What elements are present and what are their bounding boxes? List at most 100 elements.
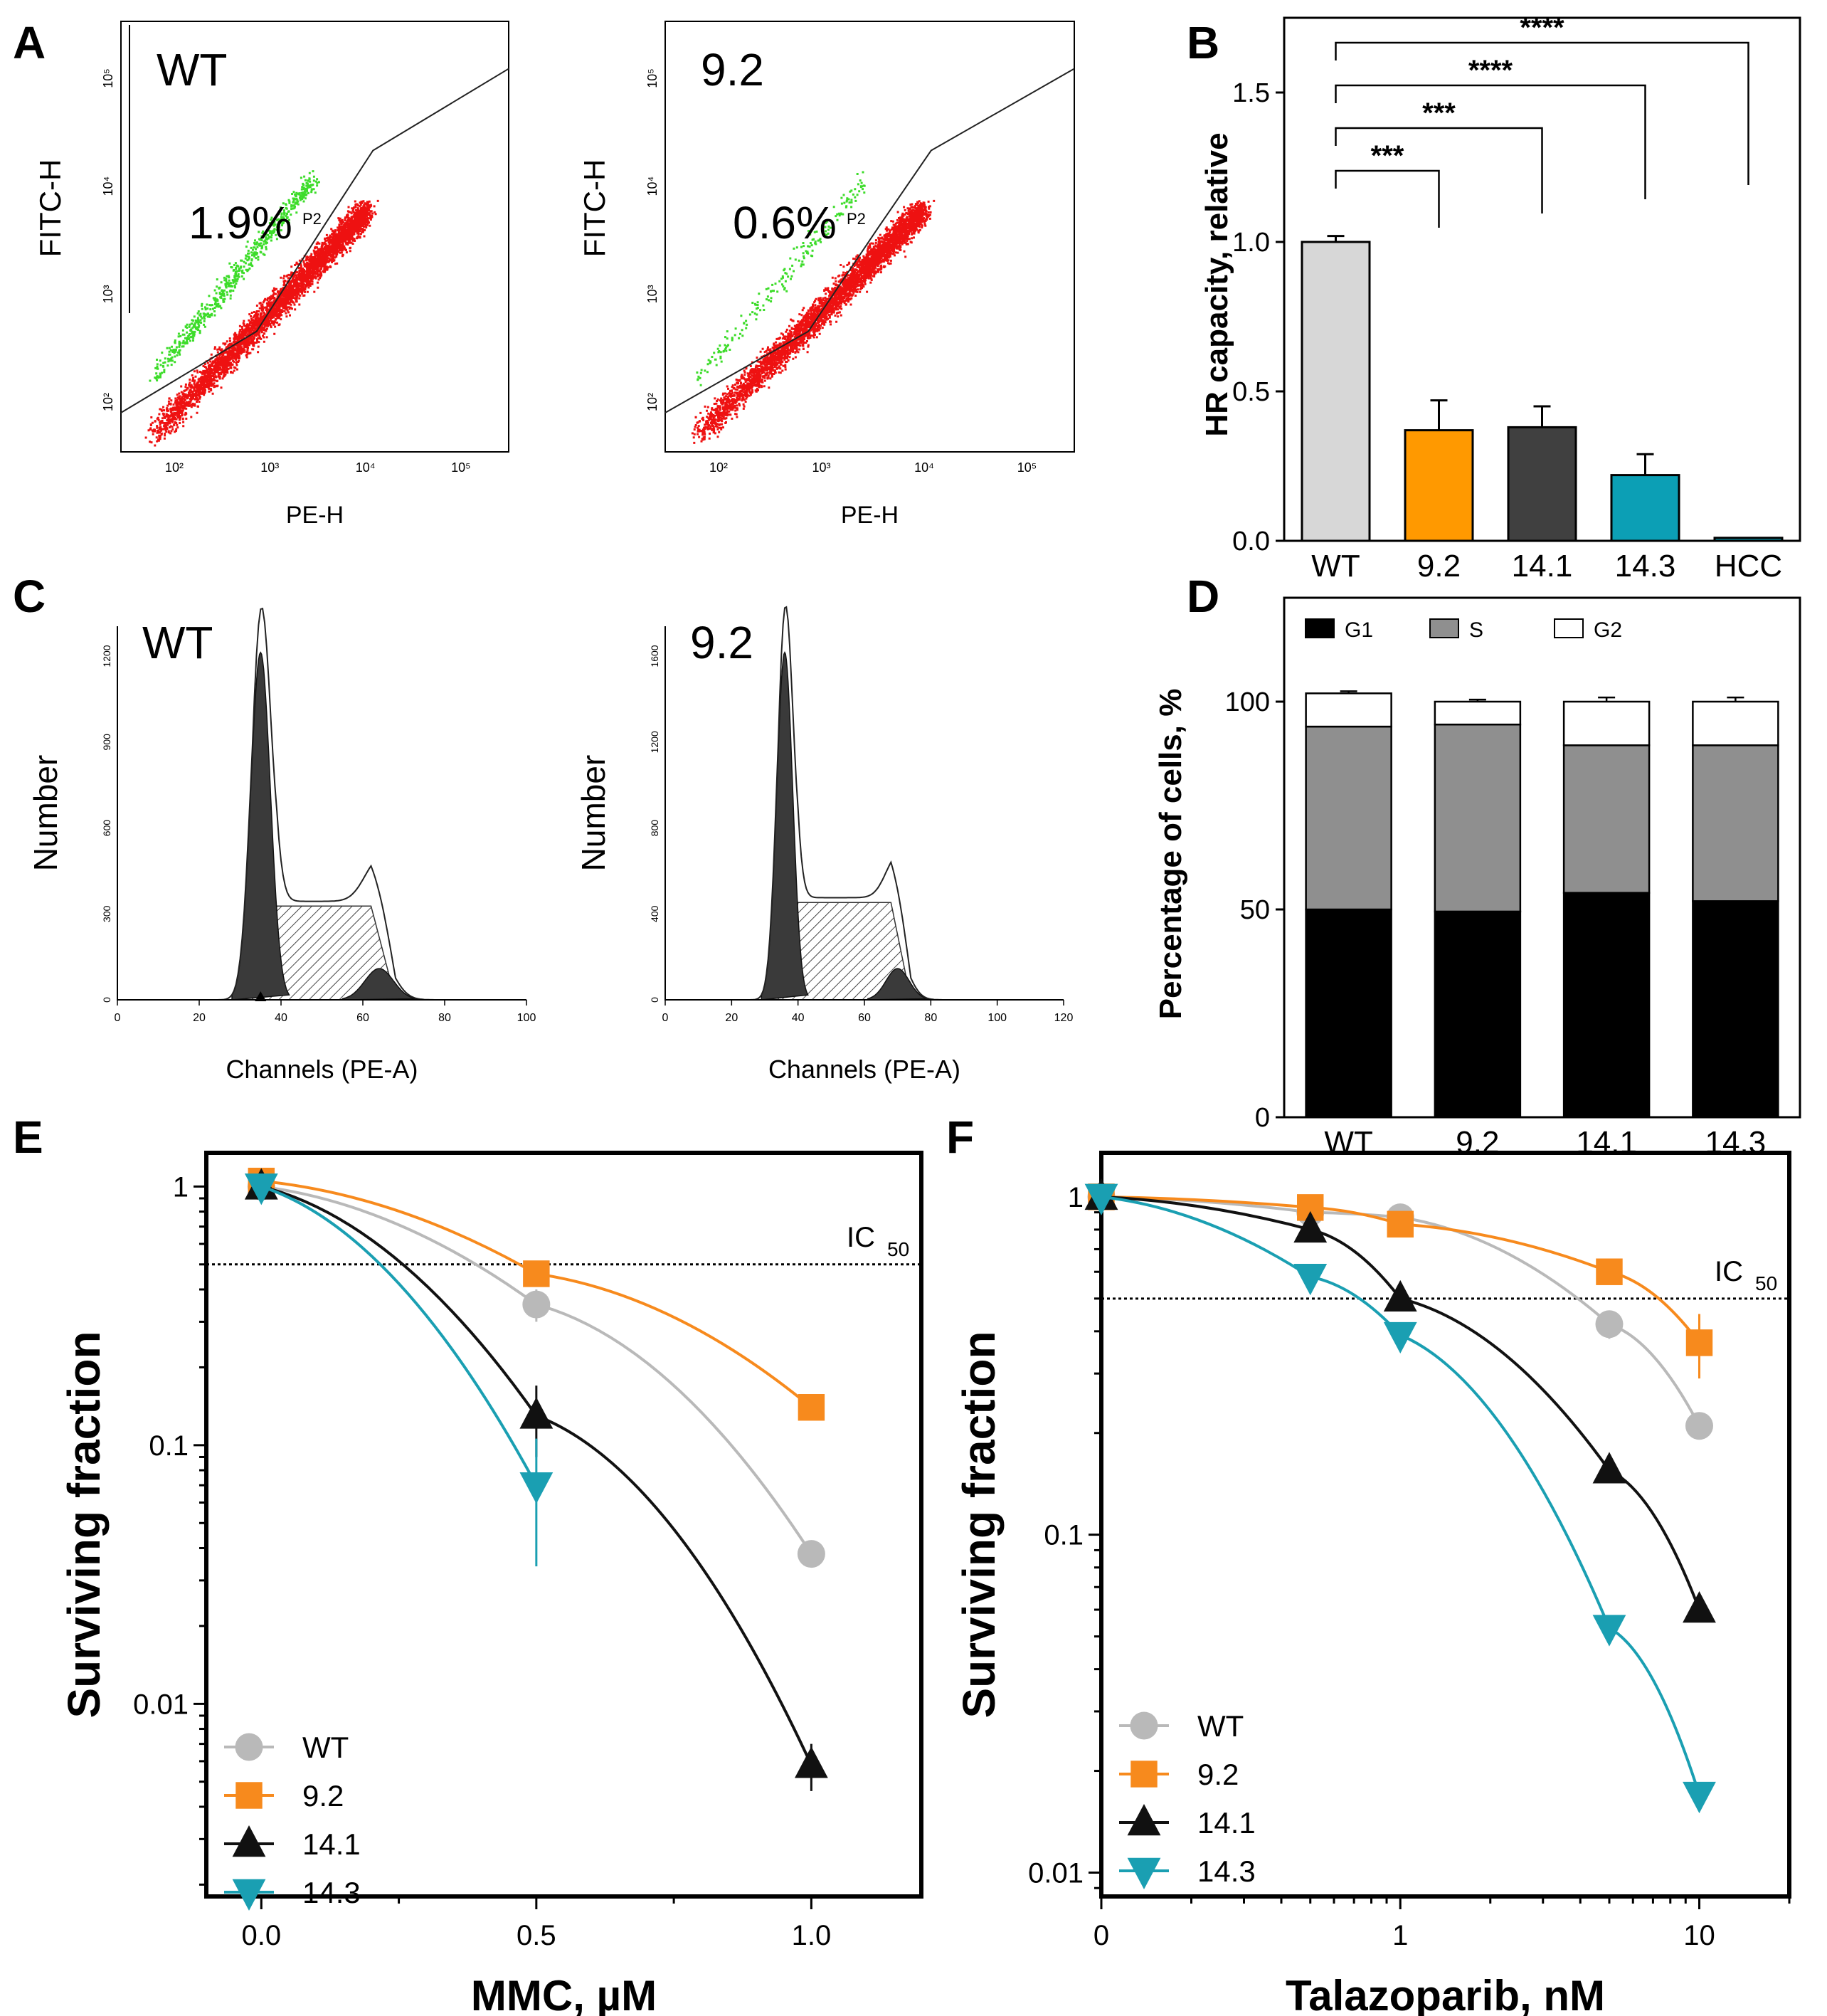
bar-g2	[1692, 700, 1779, 746]
x-tick-label: 40	[275, 1012, 287, 1024]
bar-s	[1434, 723, 1522, 913]
legend-label: 14.3	[1197, 1854, 1256, 1888]
error-bar	[1327, 235, 1345, 242]
x-tick-label: 20	[725, 1012, 738, 1024]
data-point	[1084, 1183, 1118, 1215]
x-tick-label: HCC	[1715, 549, 1782, 584]
data-point	[522, 1290, 551, 1319]
panel-e-label: E	[13, 1112, 43, 1163]
plot-frame	[204, 1151, 923, 1899]
bar-g2	[1305, 692, 1392, 728]
bar-14.3	[1610, 474, 1680, 542]
y-axis-label: Number	[27, 755, 64, 872]
y-tick-label: 10⁴	[101, 176, 115, 196]
x-tick-label: 0.5	[517, 1920, 556, 1951]
error-bar	[1468, 698, 1486, 702]
y-tick-label: 50	[1240, 895, 1270, 925]
y-tick-label: 1	[1068, 1182, 1084, 1213]
series-14-1	[244, 1168, 828, 1791]
significance-bracket	[1335, 84, 1646, 199]
y-axis-label: Percentage of cells, %	[1153, 689, 1188, 1020]
y-axis-label: Number	[575, 755, 612, 872]
data-point	[798, 1394, 825, 1421]
sample-name: 9.2	[701, 44, 764, 95]
y-tick-label: 10⁵	[101, 68, 115, 88]
data-point	[519, 1472, 554, 1504]
data-point	[1592, 1615, 1626, 1647]
series-line	[1101, 1195, 1701, 1610]
ic50-label: IC	[847, 1222, 875, 1253]
data-point	[1683, 1781, 1716, 1814]
gate-percent: 0.6%	[733, 197, 837, 248]
y-tick-label: 0	[101, 997, 112, 1003]
bar-s	[1305, 725, 1392, 911]
x-tick-label: 60	[356, 1012, 369, 1024]
legend-marker	[235, 1782, 263, 1809]
data-point	[244, 1173, 278, 1205]
x-axis-label: PE-H	[286, 502, 344, 529]
x-tick-label: 10²	[165, 460, 184, 475]
x-tick-label: 10⁴	[914, 460, 934, 475]
panel-b-hr-chart: WT 9.2 14.1 14.3 HCC 0.0 0.5 1.0 1.5 HR capacity,…	[1200, 12, 1801, 584]
significance-stars: ****	[1520, 12, 1564, 43]
bar-HCC	[1713, 537, 1784, 542]
bar-g1	[1562, 892, 1651, 1119]
x-tick-label: 80	[438, 1012, 451, 1024]
x-tick-label: 60	[858, 1012, 871, 1024]
y-tick-label: 0	[1255, 1103, 1270, 1133]
y-tick-label: 10³	[101, 285, 115, 303]
error-bar	[1430, 399, 1448, 431]
gate-name: P2	[847, 210, 866, 228]
legend-swatch	[1305, 618, 1335, 638]
sample-name: 9.2	[690, 617, 753, 668]
data-point	[794, 1746, 828, 1778]
x-axis-label: Channels (PE-A)	[226, 1055, 418, 1084]
y-axis-label: FITC-H	[33, 159, 67, 258]
x-tick-label: 0	[662, 1012, 669, 1024]
flow-plot-frame	[664, 21, 1075, 453]
significance-stars: ****	[1468, 55, 1513, 86]
y-tick-label: 0.0	[1232, 527, 1270, 556]
bar-g2	[1434, 700, 1522, 726]
bar-WT	[1301, 241, 1371, 542]
legend-label: WT	[302, 1731, 349, 1764]
y-tick-label: 800	[649, 820, 660, 837]
legend-label: 9.2	[1197, 1758, 1239, 1791]
x-tick-label: 10	[1683, 1920, 1715, 1951]
panel-e-mmc-chart: IC 50 0.01 0.1 1 0.0 0.5 1.0 WT 9.2 14.1 14.3 MMC, µ…	[58, 1151, 923, 2016]
bar-9.2	[1404, 429, 1474, 542]
x-tick-label: 10³	[260, 460, 279, 475]
legend-label: S	[1469, 618, 1483, 642]
sample-name: WT	[157, 44, 228, 95]
x-tick-label: 1	[1392, 1920, 1408, 1951]
plot-frame	[1283, 596, 1801, 1119]
x-axis-label: Channels (PE-A)	[768, 1055, 960, 1084]
y-tick-label: 1200	[649, 731, 660, 753]
legend-marker	[232, 1879, 266, 1911]
y-axis-label: Surviving fraction	[58, 1331, 110, 1718]
significance-bracket	[1335, 41, 1749, 185]
legend-label: G1	[1345, 618, 1373, 642]
error-bar	[1636, 453, 1654, 475]
marker-triangle	[255, 991, 267, 1001]
y-tick-label: 10²	[645, 393, 660, 411]
legend-swatch	[1429, 618, 1459, 638]
y-axis-label: HR capacity, relative	[1200, 132, 1234, 436]
x-axis-label: Talazoparib, nM	[1286, 1972, 1605, 2016]
x-tick-label: 1.0	[792, 1920, 832, 1951]
significance-stars: ***	[1422, 97, 1456, 129]
y-tick-label: 400	[649, 905, 660, 922]
g2-peak	[867, 968, 928, 1001]
data-point	[1595, 1310, 1624, 1339]
y-axis-label: FITC-H	[578, 159, 611, 258]
bar-14.1	[1507, 426, 1577, 542]
legend-marker	[1127, 1857, 1161, 1889]
x-tick-label: 0	[1093, 1920, 1109, 1951]
ic50-subscript: 50	[887, 1238, 909, 1260]
y-tick-label: 0	[649, 997, 660, 1003]
legend-marker	[235, 1733, 263, 1761]
error-bar	[1340, 690, 1357, 694]
significance-stars: ***	[1371, 140, 1404, 171]
gate-name: P2	[302, 210, 322, 228]
bar-g1	[1434, 910, 1522, 1119]
